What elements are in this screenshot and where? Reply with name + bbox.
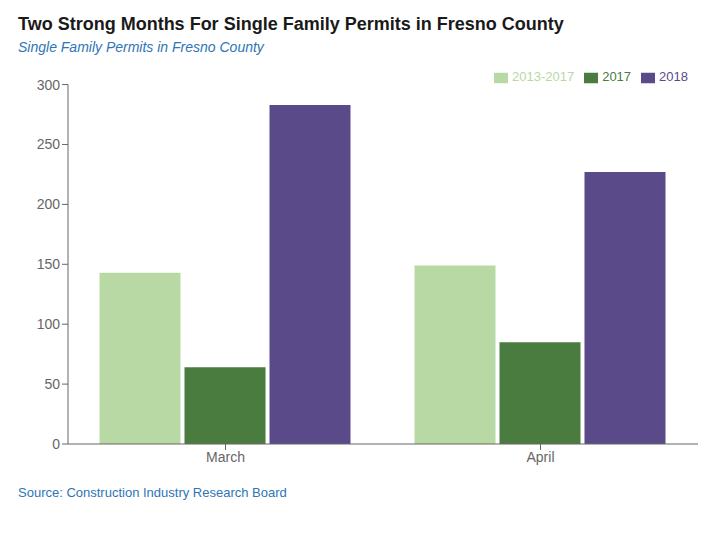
svg-text:150: 150 [37, 256, 61, 272]
html-text:2013-2017: 2013-2017 [512, 69, 575, 84]
html-text:2017: 2017 [602, 69, 632, 84]
svg-text:200: 200 [37, 196, 61, 212]
html-text:2018: 2018 [659, 69, 688, 84]
svg-text:250: 250 [37, 136, 61, 152]
html-text:Single Family Permits in Fresn: Single Family Permits in Fresno County [18, 39, 264, 55]
html-text:Two Strong Months For Single F: Two Strong Months For Single Family Perm… [18, 14, 564, 34]
svg-text:April: April [526, 449, 554, 465]
svg-text:0: 0 [52, 436, 60, 452]
html-text:Source: Construction Industry: Source: Construction Industry Research B… [18, 485, 287, 500]
svg-text:March: March [206, 449, 245, 465]
svg-text:100: 100 [37, 316, 61, 332]
svg-text:50: 50 [44, 376, 60, 392]
svg-text:300: 300 [37, 77, 61, 93]
